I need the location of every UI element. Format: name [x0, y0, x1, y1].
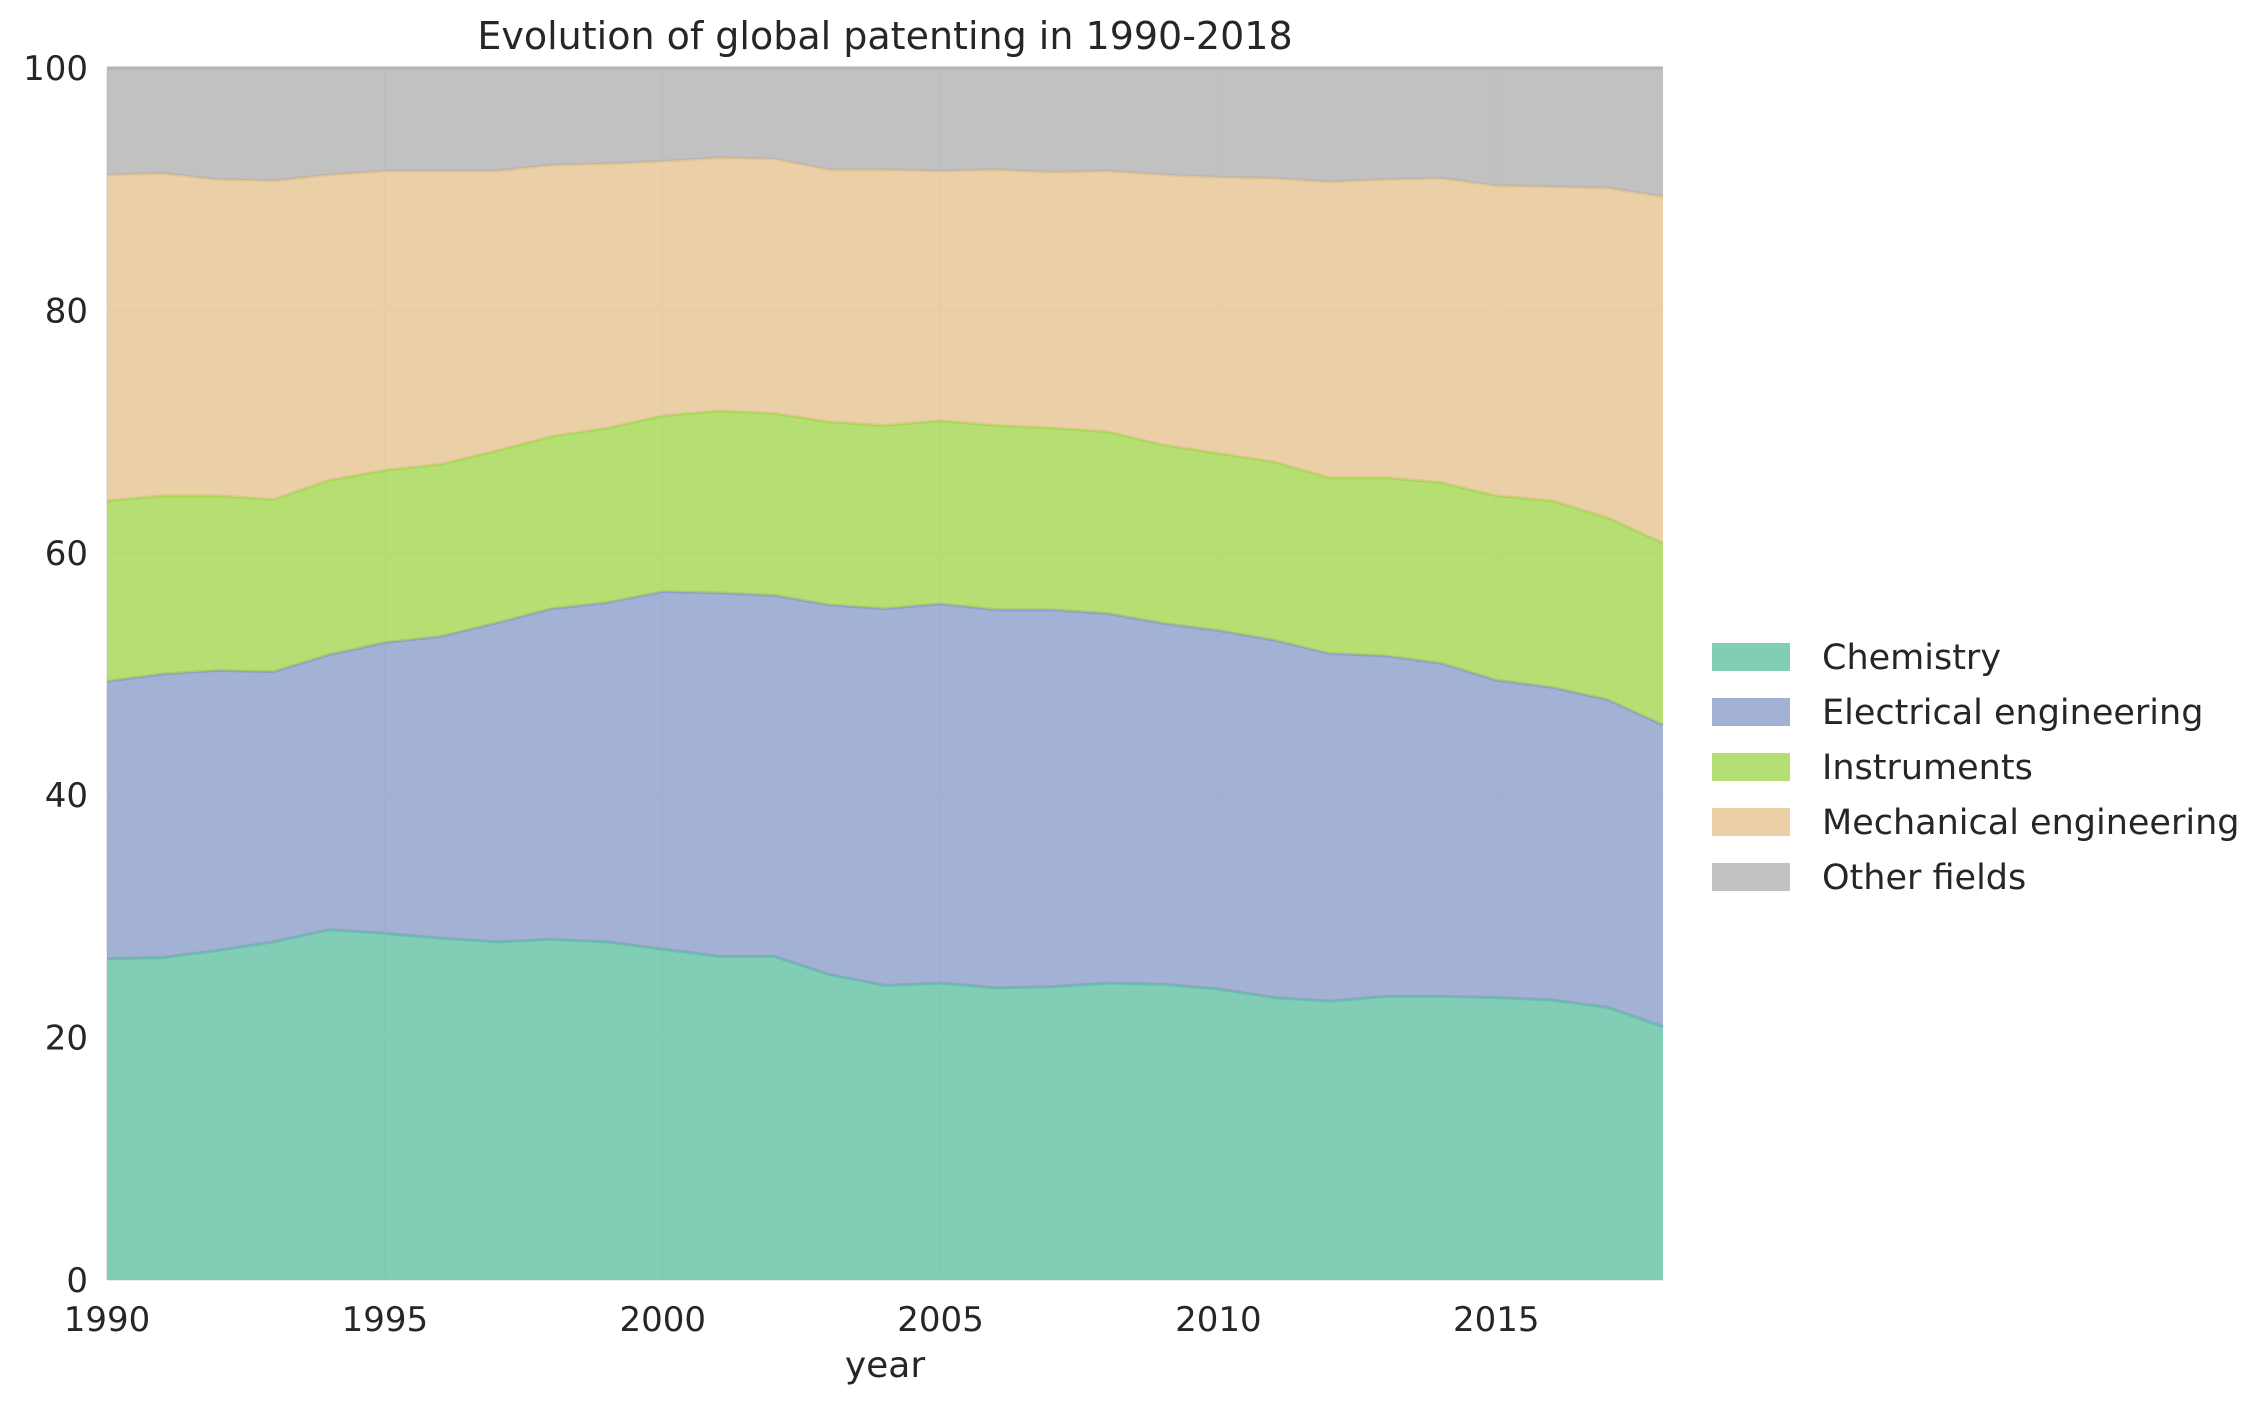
- area-series-instruments: [107, 411, 1663, 725]
- legend-swatch: [1712, 643, 1790, 671]
- chart-title: Evolution of global patenting in 1990-20…: [477, 14, 1292, 58]
- y-tick-label: 80: [45, 291, 88, 331]
- x-tick-label: 2005: [897, 1300, 984, 1340]
- x-tick-label: 1990: [64, 1300, 151, 1340]
- legend-label: Electrical engineering: [1822, 693, 2203, 733]
- legend-swatch: [1712, 698, 1790, 726]
- legend: Chemistry Electrical engineering Instrumen…: [1712, 638, 2239, 898]
- legend-swatch: [1712, 863, 1790, 891]
- x-axis-label: year: [845, 1345, 926, 1386]
- area-series-mechanical-engineering: [107, 157, 1663, 544]
- area-series-chemistry: [107, 929, 1663, 1280]
- x-tick-label: 2015: [1453, 1300, 1540, 1340]
- area-series-electrical-engineering: [107, 591, 1663, 1027]
- y-tick-label: 20: [45, 1019, 88, 1059]
- legend-swatch: [1712, 808, 1790, 836]
- legend-label: Instruments: [1822, 748, 2033, 788]
- x-tick-label: 2010: [1175, 1300, 1262, 1340]
- y-axis-ticks: 0 20 40 60 80 100: [23, 49, 88, 1301]
- legend-label: Chemistry: [1822, 638, 2001, 678]
- x-tick-label: 1995: [342, 1300, 429, 1340]
- area-series-other-fields: [107, 68, 1663, 197]
- x-axis-ticks: 1990 1995 2000 2005 2010 2015: [64, 1300, 1540, 1340]
- y-tick-label: 60: [45, 534, 88, 574]
- legend-label: Mechanical engineering: [1822, 803, 2239, 843]
- area-series-group: [106, 66, 1664, 1280]
- y-tick-label: 40: [45, 776, 88, 816]
- legend-label: Other fields: [1822, 858, 2026, 898]
- x-tick-label: 2000: [619, 1300, 706, 1340]
- y-tick-label: 0: [66, 1261, 88, 1301]
- y-tick-label: 100: [23, 49, 88, 89]
- legend-swatch: [1712, 753, 1790, 781]
